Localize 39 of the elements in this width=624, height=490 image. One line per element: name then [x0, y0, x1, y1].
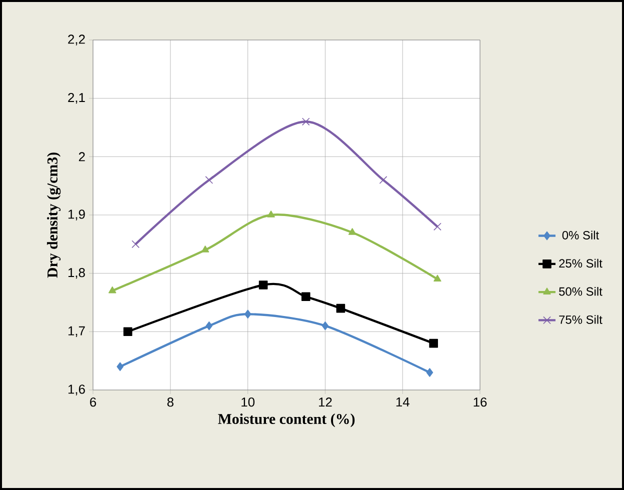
- point: [116, 362, 124, 372]
- point: [379, 176, 388, 184]
- point: [302, 118, 310, 126]
- point: [322, 321, 329, 330]
- y-tick-label: 1,7: [68, 326, 85, 337]
- point: [434, 222, 442, 231]
- y-tick-label: 2,2: [68, 34, 85, 46]
- y-tick-label: 1,8: [68, 268, 85, 279]
- legend-label: 50% Silt: [559, 286, 602, 296]
- point: [301, 292, 310, 302]
- y-tick-label: 1,9: [68, 210, 85, 220]
- x-axis-title: Moisture content (%): [218, 414, 355, 428]
- y-tick-label: 2: [78, 152, 85, 162]
- x-tick-label: 8: [167, 398, 174, 407]
- point: [205, 176, 214, 184]
- legend-label: 25% Silt: [559, 258, 602, 268]
- point: [426, 368, 434, 377]
- legend-label: 0% Silt: [562, 230, 599, 240]
- point: [108, 286, 116, 294]
- y-axis-title: Dry density (g/cm3): [46, 152, 61, 278]
- point: [244, 310, 252, 319]
- point: [434, 274, 442, 282]
- point: [348, 228, 356, 235]
- x-tick-label: 6: [90, 398, 96, 407]
- legend-label: 75% Silt: [559, 315, 602, 324]
- point: [429, 338, 438, 348]
- point: [267, 210, 275, 218]
- x-tick-label: 10: [242, 398, 255, 407]
- point: [336, 304, 346, 313]
- point: [206, 321, 213, 330]
- x-tick-label: 12: [318, 398, 332, 407]
- y-tick-label: 2,1: [68, 92, 85, 104]
- x-tick-label: 16: [474, 398, 487, 407]
- point: [201, 246, 210, 252]
- x-tick-label: 14: [396, 398, 410, 406]
- point: [123, 327, 132, 336]
- point: [132, 240, 140, 248]
- point: [258, 280, 268, 290]
- y-tick-label: 1,6: [68, 384, 85, 396]
